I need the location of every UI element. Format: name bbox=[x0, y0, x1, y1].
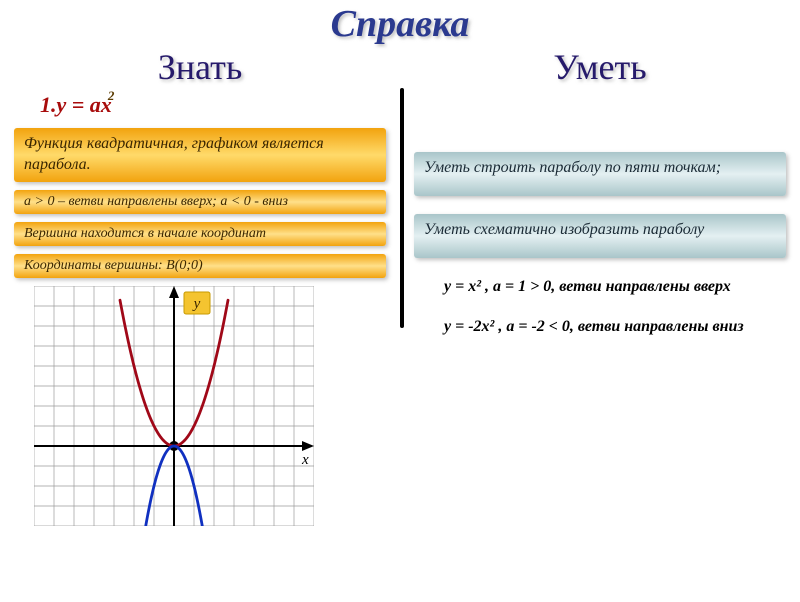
left-info-box: Функция квадратичная, графиком является … bbox=[14, 128, 386, 182]
svg-text:x: x bbox=[301, 452, 309, 468]
chart-container: xy bbox=[34, 286, 386, 526]
right-info-box: Уметь схематично изобразить параболу bbox=[414, 214, 786, 258]
columns-container: Знать 1.y = ax2 Функция квадратичная, гр… bbox=[0, 46, 800, 526]
column-divider bbox=[400, 88, 404, 328]
formula-base: 1.y = ax bbox=[40, 92, 112, 117]
formula-exponent: 2 bbox=[108, 88, 115, 103]
right-heading: Уметь bbox=[414, 46, 786, 88]
page-title: Справка bbox=[0, 2, 800, 46]
example-note: y = -2x² , a = -2 < 0, ветви направлены … bbox=[444, 316, 776, 338]
left-info-box: a > 0 – ветви направлены вверх; a < 0 - … bbox=[14, 190, 386, 214]
right-column: Уметь Уметь строить параболу по пяти точ… bbox=[400, 46, 800, 526]
right-info-box: Уметь строить параболу по пяти точкам; bbox=[414, 152, 786, 196]
example-note: y = x² , a = 1 > 0, ветви направлены вве… bbox=[444, 276, 776, 298]
parabola-chart: xy bbox=[34, 286, 314, 526]
left-column: Знать 1.y = ax2 Функция квадратичная, гр… bbox=[0, 46, 400, 526]
svg-text:y: y bbox=[192, 296, 201, 312]
formula: 1.y = ax2 bbox=[40, 92, 386, 118]
left-info-box: Координаты вершины: B(0;0) bbox=[14, 254, 386, 278]
left-heading: Знать bbox=[14, 46, 386, 88]
left-info-box: Вершина находится в начале координат bbox=[14, 222, 386, 246]
